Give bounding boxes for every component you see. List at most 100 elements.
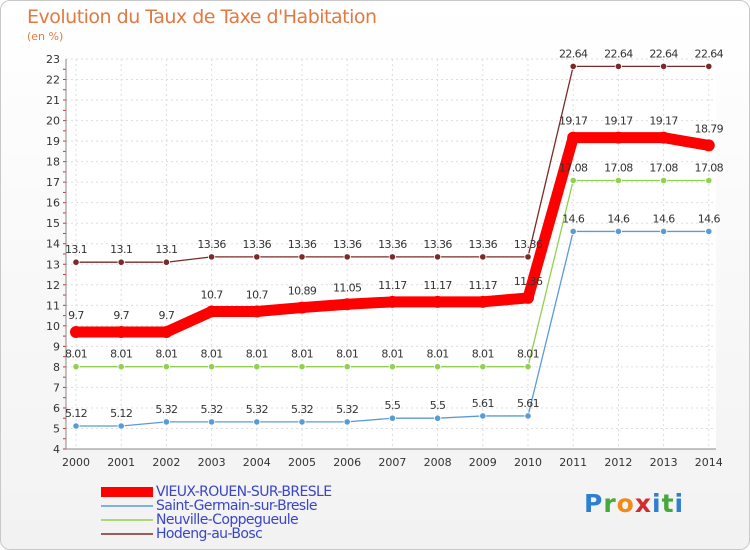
- y-tick-label: 7: [53, 381, 60, 394]
- y-tick-label: 16: [46, 197, 60, 210]
- y-tick-label: 5: [53, 422, 60, 435]
- y-tick-label: 22: [46, 74, 60, 87]
- data-label: 8.01: [155, 348, 177, 361]
- data-label: 5.32: [336, 403, 358, 416]
- x-tick-label: 2007: [378, 456, 406, 469]
- data-label: 11.17: [469, 279, 498, 292]
- data-label: 8.01: [517, 348, 539, 361]
- data-label: 5.12: [65, 407, 87, 420]
- data-point: [524, 253, 532, 261]
- data-point: [614, 62, 623, 70]
- data-label: 14.6: [562, 212, 585, 225]
- data-point: [702, 139, 715, 152]
- data-point: [524, 363, 532, 371]
- data-label: 5.32: [201, 403, 223, 416]
- data-label: 8.01: [65, 348, 87, 361]
- data-label: 11.17: [378, 279, 407, 292]
- data-point: [72, 258, 80, 266]
- legend-item-neuville: Neuville-Coppegueule: [101, 512, 331, 528]
- data-label: 17.08: [559, 162, 588, 175]
- data-label: 11.17: [423, 279, 452, 292]
- legend-label: Hodeng-au-Bosc: [156, 526, 263, 542]
- data-point: [253, 418, 261, 426]
- legend-item-vieux-rouen: VIEUX-ROUEN-SUR-BRESLE: [101, 484, 332, 500]
- data-point: [117, 363, 125, 371]
- data-point: [253, 363, 261, 371]
- data-point: [205, 305, 218, 318]
- data-label: 13.1: [155, 243, 177, 256]
- y-tick-label: 12: [46, 279, 60, 292]
- data-point: [433, 253, 442, 261]
- y-tick-label: 14: [46, 238, 60, 251]
- y-tick-label: 21: [46, 94, 60, 107]
- data-point: [614, 227, 623, 236]
- data-point: [386, 295, 399, 308]
- data-point: [612, 131, 625, 144]
- data-label: 13.1: [65, 243, 87, 256]
- x-tick-label: 2010: [514, 456, 542, 469]
- y-tick-label: 4: [53, 443, 60, 456]
- y-tick-label: 23: [46, 53, 60, 66]
- data-label: 9.7: [113, 309, 129, 322]
- data-label: 8.01: [110, 348, 132, 361]
- data-label: 11.05: [333, 281, 362, 294]
- data-label: 13.36: [378, 238, 407, 251]
- data-label: 22.64: [604, 47, 633, 60]
- x-tick-label: 2001: [107, 456, 135, 469]
- data-label: 17.08: [695, 162, 724, 175]
- data-point: [253, 253, 261, 261]
- y-tick-label: 8: [53, 361, 60, 374]
- data-label: 22.64: [559, 47, 588, 60]
- data-label: 13.36: [243, 238, 272, 251]
- x-tick-label: 2004: [243, 456, 271, 469]
- data-point: [117, 258, 125, 266]
- data-point: [522, 291, 534, 304]
- x-tick-label: 2003: [198, 456, 226, 469]
- data-point: [433, 363, 442, 371]
- data-point: [115, 326, 128, 338]
- data-point: [569, 62, 577, 70]
- data-label: 8.01: [201, 348, 223, 361]
- data-label: 22.64: [649, 47, 678, 60]
- data-label: 14.6: [607, 212, 630, 225]
- data-label: 5.61: [472, 397, 494, 410]
- data-point: [479, 412, 487, 420]
- data-label: 8.01: [427, 348, 449, 361]
- data-label: 13.36: [197, 238, 226, 251]
- y-tick-label: 10: [46, 320, 60, 333]
- data-point: [343, 418, 351, 426]
- data-point: [388, 253, 396, 261]
- y-tick-label: 13: [46, 258, 60, 271]
- y-tick-label: 15: [46, 217, 60, 230]
- y-tick-label: 20: [46, 115, 60, 128]
- data-label: 13.36: [333, 238, 362, 251]
- data-point: [208, 418, 216, 426]
- data-label: 8.01: [336, 348, 358, 361]
- data-point: [296, 301, 308, 314]
- data-label: 8.01: [381, 348, 403, 361]
- data-point: [298, 418, 306, 426]
- data-point: [479, 363, 487, 371]
- x-tick-label: 2008: [424, 456, 452, 469]
- x-tick-label: 2012: [604, 456, 632, 469]
- data-point: [343, 253, 351, 261]
- data-point: [657, 131, 670, 144]
- data-point: [162, 363, 170, 371]
- data-label: 13.1: [110, 243, 132, 256]
- data-label: 17.08: [649, 162, 678, 175]
- data-label: 10.7: [246, 288, 269, 301]
- data-label: 13.36: [423, 238, 452, 251]
- data-point: [569, 176, 577, 185]
- data-point: [705, 62, 713, 70]
- data-point: [250, 305, 263, 318]
- data-point: [524, 412, 532, 420]
- y-tick-label: 11: [46, 299, 60, 312]
- data-point: [162, 418, 170, 426]
- data-point: [72, 363, 80, 371]
- data-label: 9.7: [68, 309, 84, 322]
- proxiti-logo: Proxiti: [584, 489, 685, 518]
- legend: VIEUX-ROUEN-SUR-BRESLE Saint-Germain-sur…: [101, 484, 332, 542]
- y-tick-label: 9: [53, 340, 60, 353]
- data-point: [479, 253, 487, 261]
